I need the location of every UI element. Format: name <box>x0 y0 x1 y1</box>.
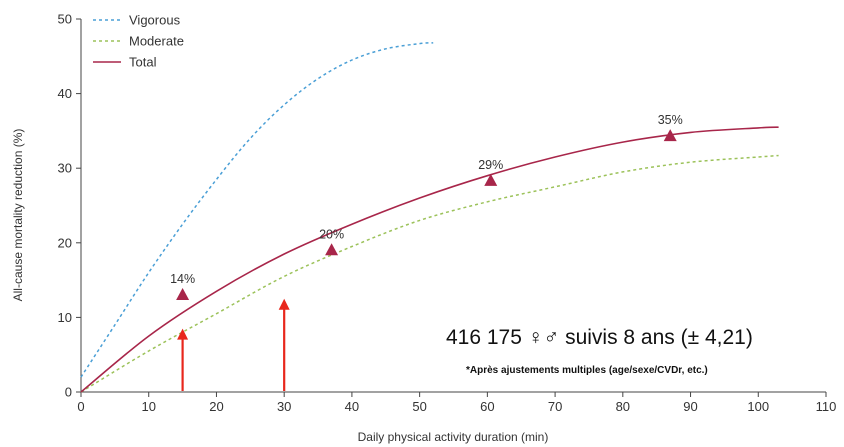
x-tick-label: 30 <box>277 399 291 414</box>
marker-label: 35% <box>658 113 683 127</box>
legend-label-moderate: Moderate <box>129 34 184 49</box>
x-tick-label: 110 <box>816 399 837 414</box>
y-tick-label: 30 <box>58 161 72 176</box>
legend-label-vigorous: Vigorous <box>129 13 181 28</box>
x-tick-label: 80 <box>616 399 630 414</box>
x-tick-label: 50 <box>412 399 426 414</box>
x-tick-label: 40 <box>345 399 359 414</box>
marker-label: 29% <box>478 158 503 172</box>
legend: Vigorous Moderate Total <box>93 13 184 70</box>
adjustment-note: *Après ajustements multiples (age/sexe/C… <box>466 365 708 376</box>
y-axis-title: All-cause mortality reduction (%) <box>11 129 25 302</box>
y-tick-label: 40 <box>58 86 72 101</box>
y-tick-label: 20 <box>58 235 72 250</box>
x-tick-label: 90 <box>683 399 697 414</box>
arrows <box>177 299 290 391</box>
y-tick-label: 50 <box>58 12 72 27</box>
x-tick-label: 60 <box>480 399 494 414</box>
x-tick-label: 100 <box>747 399 769 414</box>
marker-triangle <box>176 288 189 300</box>
series-line-total <box>81 127 779 392</box>
arrow-head <box>279 299 290 310</box>
y-tick-label: 0 <box>65 385 72 400</box>
x-tick-label: 70 <box>548 399 562 414</box>
x-tick-label: 10 <box>141 399 155 414</box>
sample-size-annotation: 416 175 ♀♂ suivis 8 ans (± 4,21) <box>446 326 753 349</box>
series-line-vigorous <box>81 43 433 377</box>
x-tick-label: 20 <box>209 399 223 414</box>
marker-label: 14% <box>170 272 195 286</box>
marker-label: 20% <box>319 227 344 241</box>
y-tick-label: 10 <box>58 310 72 325</box>
x-axis-title: Daily physical activity duration (min) <box>358 430 549 444</box>
legend-label-total: Total <box>129 55 157 70</box>
x-tick-label: 0 <box>77 399 84 414</box>
marker-triangle <box>325 243 338 255</box>
